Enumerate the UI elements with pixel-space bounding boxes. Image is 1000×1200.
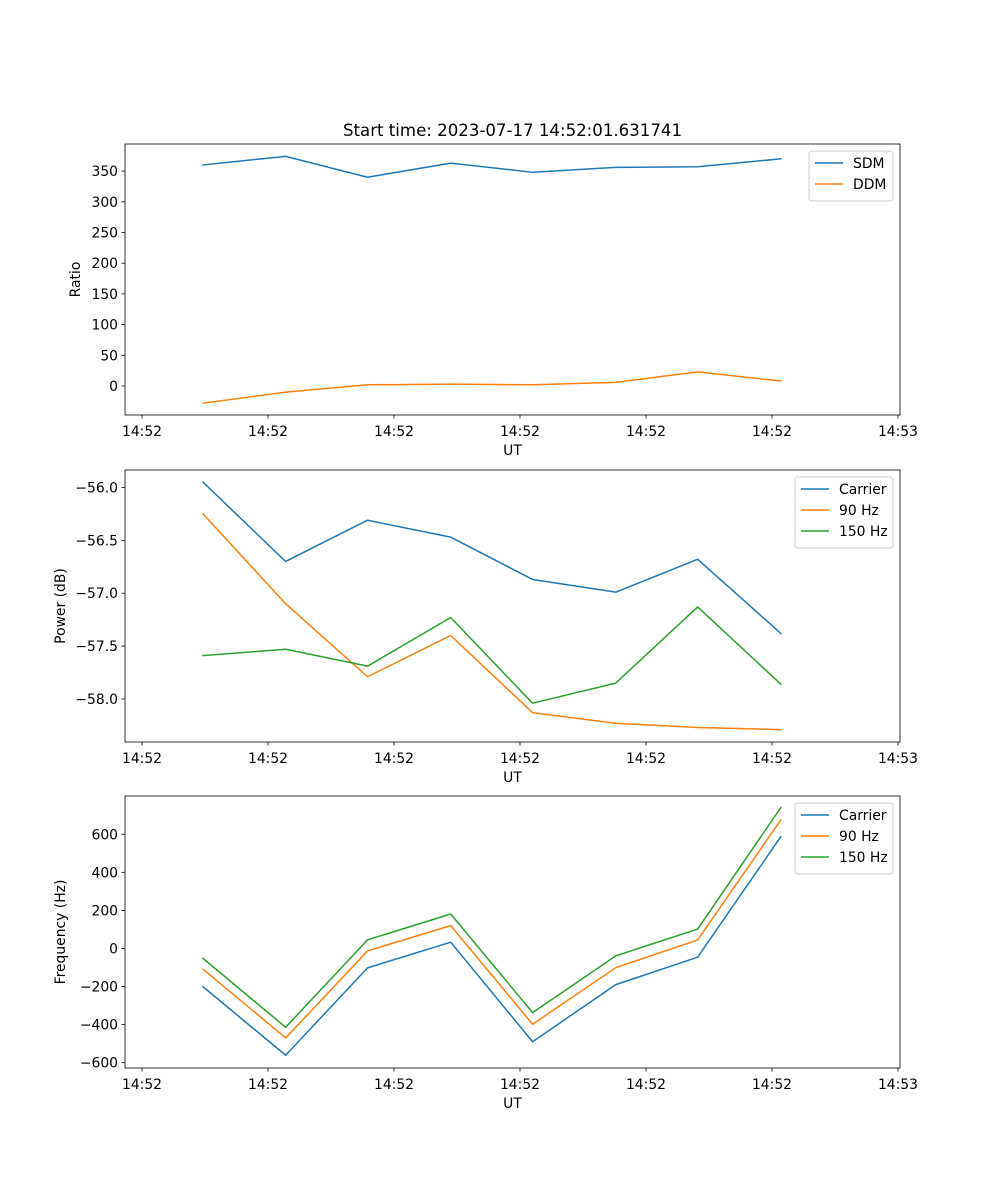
series-line-150-hz	[202, 606, 782, 704]
x-tick-label: 14:52	[374, 424, 414, 440]
y-tick-label: −56.5	[75, 533, 118, 549]
y-axis-label: Power (dB)	[53, 568, 69, 644]
y-tick-label: 300	[91, 195, 118, 211]
y-tick-label: 400	[91, 865, 118, 881]
x-tick-label: 14:52	[374, 751, 414, 767]
y-tick-label: 0	[109, 379, 118, 395]
x-tick-label: 14:52	[374, 1077, 414, 1093]
legend: Carrier 90 Hz 150 Hz	[794, 802, 894, 875]
x-tick-label: 14:53	[878, 1077, 918, 1093]
y-tick-label: −200	[80, 980, 118, 996]
subplot-frequency: 14:52 14:52 14:52 14:52 14:52 14:52 14:53 −600 −…	[53, 795, 918, 1112]
y-tick-label: 150	[91, 287, 118, 303]
axes-frame	[124, 795, 901, 1069]
y-tick-label: 250	[91, 225, 118, 241]
legend: SDM DDM	[808, 150, 894, 202]
y-tick-label: −57.5	[75, 639, 118, 655]
x-tick-label: 14:52	[248, 751, 288, 767]
y-tick-label: 50	[100, 348, 118, 364]
subplot-power: 14:52 14:52 14:52 14:52 14:52 14:52 14:53 −58.0…	[53, 469, 918, 786]
y-tick-label: −58.0	[75, 692, 118, 708]
figure-title: Start time: 2023-07-17 14:52:01.631741	[343, 121, 682, 140]
y-tick-label: 600	[91, 827, 118, 843]
legend-label-ddm: DDM	[853, 177, 886, 193]
series-group	[201, 806, 782, 1056]
y-axis-label: Ratio	[68, 262, 84, 298]
series-line-90-hz	[201, 818, 782, 1039]
legend-label-90-hz: 90 Hz	[839, 829, 879, 845]
legend-label-carrier: Carrier	[839, 808, 887, 824]
series-line-carrier	[201, 835, 782, 1056]
x-tick-label: 14:53	[878, 751, 918, 767]
series-line-carrier	[201, 481, 782, 635]
x-axis-label: UT	[503, 1096, 522, 1112]
y-tick-label: 200	[91, 256, 118, 272]
x-axis-label: UT	[503, 443, 522, 459]
x-tick-label: 14:52	[626, 1077, 666, 1093]
legend-label-150-hz: 150 Hz	[839, 850, 888, 866]
y-tick-label: 0	[109, 941, 118, 957]
x-axis-label: UT	[503, 770, 522, 786]
y-tick-label: −57.0	[75, 586, 118, 602]
series-line-150-hz	[201, 806, 782, 1029]
series-line-90-hz	[201, 512, 782, 731]
legend: Carrier 90 Hz 150 Hz	[794, 476, 894, 549]
y-tick-label: 200	[91, 903, 118, 919]
y-tick-label: 350	[91, 164, 118, 180]
series-group	[202, 155, 782, 405]
x-tick-label: 14:52	[122, 424, 162, 440]
x-tick-label: 14:52	[752, 751, 792, 767]
series-group	[201, 481, 782, 731]
y-tick-label: −600	[80, 1056, 118, 1072]
legend-label-sdm: SDM	[853, 156, 885, 172]
x-tick-label: 14:52	[122, 1077, 162, 1093]
x-tick-label: 14:52	[122, 751, 162, 767]
axes-frame	[124, 143, 901, 416]
x-tick-label: 14:52	[752, 424, 792, 440]
series-line-sdm	[202, 155, 782, 178]
legend-label-carrier: Carrier	[839, 482, 887, 498]
y-tick-label: −56.0	[75, 480, 118, 496]
x-tick-label: 14:53	[878, 424, 918, 440]
x-tick-label: 14:52	[248, 1077, 288, 1093]
x-tick-label: 14:52	[626, 424, 666, 440]
x-tick-label: 14:52	[248, 424, 288, 440]
y-tick-label: −400	[80, 1018, 118, 1034]
x-tick-label: 14:52	[752, 1077, 792, 1093]
x-tick-label: 14:52	[500, 1077, 540, 1093]
axes-frame	[124, 469, 901, 743]
subplot-ratio: 14:52 14:52 14:52 14:52 14:52 14:52 14:53 0 50 10…	[68, 143, 918, 459]
y-tick-label: 100	[91, 318, 118, 334]
x-tick-label: 14:52	[500, 751, 540, 767]
y-axis-label: Frequency (Hz)	[53, 880, 69, 985]
x-tick-label: 14:52	[626, 751, 666, 767]
series-line-ddm	[202, 371, 782, 405]
x-tick-label: 14:52	[500, 424, 540, 440]
legend-label-90-hz: 90 Hz	[839, 503, 879, 519]
legend-label-150-hz: 150 Hz	[839, 524, 888, 540]
